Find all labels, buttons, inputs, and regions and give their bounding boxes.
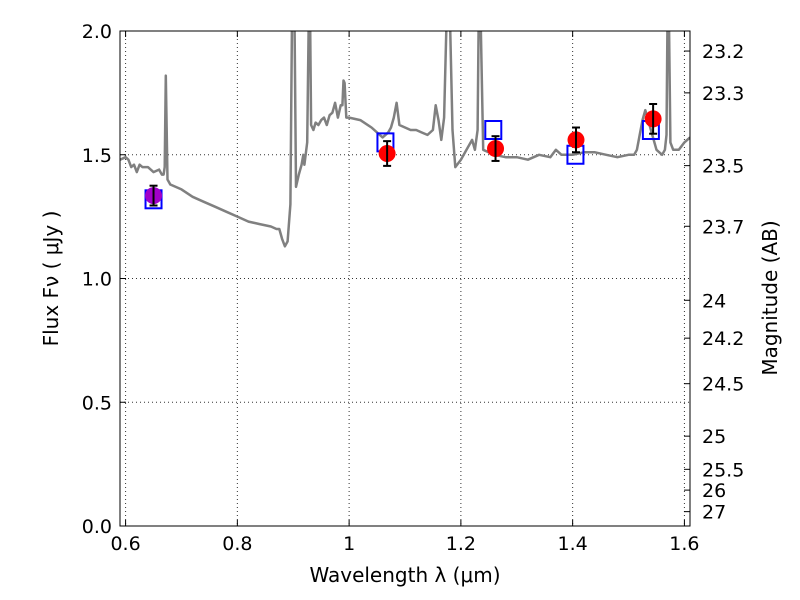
y-tick-label: 1.0 [82, 269, 112, 291]
x-axis-label: Wavelength λ (μm) [309, 563, 500, 587]
magnitude-tick-label: 24.5 [702, 374, 744, 396]
magnitude-tick-label: 23.7 [702, 216, 744, 238]
magnitude-tick-label: 26 [702, 480, 726, 502]
magnitude-tick-label: 23.5 [702, 156, 744, 178]
x-tick-label: 1.6 [669, 533, 699, 555]
y-tick-label: 2.0 [82, 21, 112, 43]
magnitude-tick-label: 27 [702, 502, 726, 524]
grid [120, 30, 690, 527]
spectrum-series [120, 31, 690, 248]
x-tick-label: 1.4 [558, 533, 588, 555]
x-tick-label: 0.6 [110, 533, 140, 555]
axis-ticks [120, 30, 690, 527]
magnitude-tick-label: 24.2 [702, 328, 744, 350]
observed-photometry-series [145, 103, 662, 207]
magnitude-tick-label: 23.3 [702, 83, 744, 105]
magnitude-tick-label: 25.5 [702, 459, 744, 481]
model-photometry-box [484, 120, 503, 140]
magnitude-tick-label: 25 [702, 426, 726, 448]
tick-labels: 0.6 0.8 1 1.2 1.4 1.6 0.0 0.5 1.0 1.5 2.0 23.2 23.3 2… [82, 21, 745, 555]
y-tick-label: 1.5 [82, 145, 112, 167]
x-tick-label: 1.2 [446, 533, 476, 555]
x-tick-label: 1 [343, 533, 355, 555]
y-tick-label: 0.0 [82, 516, 112, 538]
y-tick-label: 0.5 [82, 392, 112, 414]
x-tick-label: 0.8 [222, 533, 252, 555]
y-axis-label: Flux Fν ( μJy ) [39, 211, 63, 347]
magnitude-tick-label: 23.2 [702, 41, 744, 63]
spectrum-line [120, 31, 690, 248]
magnitude-tick-label: 24 [702, 290, 726, 312]
right-y-axis-label: Magnitude (AB) [758, 220, 782, 375]
